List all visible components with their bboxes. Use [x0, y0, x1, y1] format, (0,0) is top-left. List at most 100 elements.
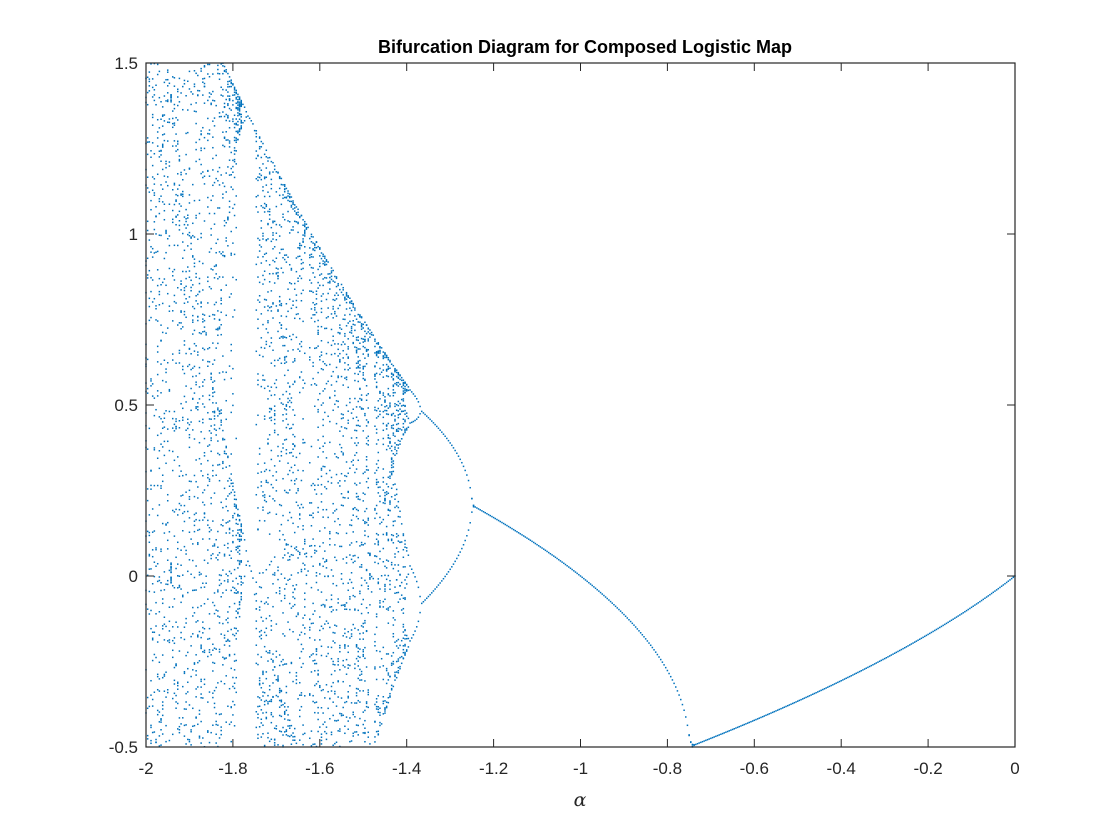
scatter-point: [182, 178, 184, 181]
scatter-point: [230, 377, 232, 380]
scatter-point: [238, 549, 241, 552]
scatter-point: [962, 612, 964, 614]
scatter-point: [322, 262, 324, 265]
scatter-point: [161, 701, 164, 703]
scatter-point: [203, 348, 206, 351]
scatter-point: [215, 474, 217, 476]
scatter-point: [277, 274, 279, 277]
scatter-point: [235, 141, 237, 144]
scatter-point: [273, 165, 276, 167]
scatter-point: [362, 472, 364, 475]
scatter-point: [362, 430, 364, 432]
scatter-point: [153, 449, 156, 451]
scatter-point: [364, 378, 366, 381]
scatter-point: [207, 117, 209, 120]
scatter-point: [213, 318, 216, 320]
scatter-point: [661, 661, 664, 663]
scatter-point: [394, 498, 396, 500]
scatter-point: [360, 316, 363, 318]
scatter-point: [342, 357, 344, 359]
scatter-point: [212, 388, 214, 391]
scatter-point: [188, 234, 191, 237]
scatter-point: [187, 109, 189, 111]
scatter-point: [842, 679, 844, 681]
scatter-point: [873, 663, 876, 665]
scatter-point: [235, 106, 237, 109]
scatter-point: [299, 553, 301, 556]
scatter-point: [233, 126, 236, 129]
scatter-point: [365, 332, 368, 335]
scatter-point: [233, 123, 236, 125]
scatter-point: [367, 407, 370, 409]
scatter-point: [304, 231, 306, 234]
scatter-point: [375, 512, 378, 515]
scatter-point: [260, 736, 263, 738]
scatter-point: [593, 586, 595, 588]
scatter-point: [225, 640, 227, 643]
scatter-point: [633, 624, 635, 626]
scatter-point: [230, 706, 232, 708]
scatter-point: [412, 420, 415, 423]
scatter-point: [374, 668, 376, 670]
scatter-point: [192, 559, 194, 562]
scatter-point: [285, 491, 288, 494]
scatter-point: [257, 717, 259, 719]
scatter-point: [992, 591, 995, 594]
scatter-point: [178, 362, 181, 364]
scatter-point: [166, 539, 169, 542]
scatter-point: [362, 632, 364, 634]
scatter-point: [379, 602, 381, 604]
scatter-point: [156, 688, 159, 691]
scatter-point: [342, 659, 344, 662]
scatter-point: [283, 258, 286, 261]
scatter-point: [322, 435, 324, 438]
scatter-point: [367, 349, 370, 351]
scatter-point: [230, 173, 232, 176]
scatter-point: [332, 502, 334, 505]
scatter-point: [426, 597, 428, 600]
scatter-point: [334, 275, 336, 278]
scatter-point: [222, 569, 224, 571]
scatter-point: [220, 713, 222, 715]
scatter-point: [163, 675, 166, 677]
scatter-point: [177, 214, 179, 216]
scatter-point: [213, 545, 216, 547]
scatter-point: [283, 713, 286, 715]
scatter-point: [223, 378, 226, 381]
scatter-point: [188, 559, 191, 561]
scatter-point: [315, 311, 318, 314]
scatter-point: [389, 583, 391, 586]
scatter-point: [335, 720, 338, 722]
scatter-point: [278, 687, 281, 690]
scatter-point: [197, 316, 199, 318]
scatter-point: [357, 677, 359, 680]
scatter-point: [280, 573, 283, 575]
scatter-point: [272, 349, 274, 352]
scatter-point: [173, 122, 176, 124]
scatter-point: [171, 270, 174, 273]
scatter-point: [364, 619, 366, 622]
scatter-point: [263, 270, 266, 272]
scatter-point: [292, 448, 294, 450]
scatter-point: [285, 328, 288, 330]
scatter-point: [362, 408, 364, 410]
scatter-point: [232, 94, 234, 96]
scatter-point: [217, 591, 219, 593]
scatter-point: [278, 730, 281, 732]
scatter-point: [285, 315, 288, 318]
scatter-point: [195, 654, 197, 656]
scatter-point: [355, 362, 358, 365]
scatter-point: [315, 550, 318, 552]
scatter-point: [335, 473, 338, 476]
scatter-point: [317, 345, 319, 347]
scatter-point: [377, 562, 380, 565]
scatter-point: [222, 111, 224, 113]
scatter-point: [385, 532, 388, 534]
scatter-point: [185, 208, 187, 211]
scatter-point: [171, 218, 174, 221]
scatter-point: [182, 232, 184, 235]
scatter-point: [387, 622, 390, 624]
scatter-point: [187, 80, 189, 83]
scatter-point: [178, 160, 181, 162]
scatter-point: [225, 139, 227, 141]
